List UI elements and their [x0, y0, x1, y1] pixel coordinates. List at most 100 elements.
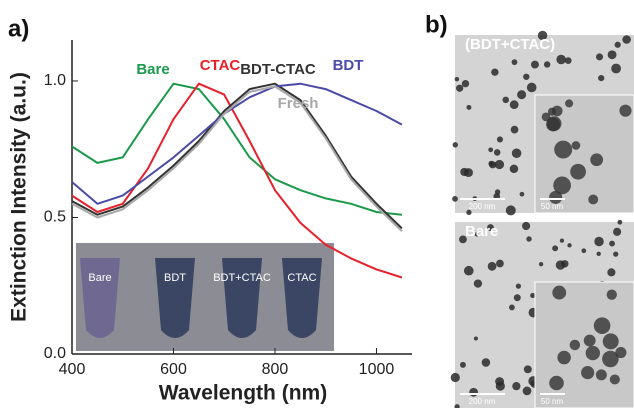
particle: [552, 286, 566, 300]
legend-label: Fresh: [278, 95, 319, 112]
particle: [560, 239, 564, 243]
particle: [530, 293, 535, 298]
legend-label: BDT-CTAC: [240, 61, 316, 78]
particle: [460, 362, 466, 368]
particle: [594, 237, 604, 247]
particle: [584, 335, 596, 347]
particle: [619, 105, 631, 117]
particle: [464, 266, 474, 276]
particle: [469, 388, 478, 397]
x-axis-label: Wavelength (nm): [159, 382, 327, 405]
particle: [474, 336, 478, 340]
particle: [615, 347, 626, 358]
particle: [622, 35, 631, 44]
vial: [155, 258, 195, 338]
particle: [615, 42, 621, 48]
particle: [494, 149, 501, 156]
particle: [482, 358, 491, 367]
particle: [451, 373, 460, 382]
legend-label: Bare: [136, 61, 169, 78]
particle: [510, 165, 519, 174]
particle: [581, 366, 594, 379]
vial-label: Bare: [88, 272, 111, 284]
tem-inset: [535, 282, 634, 408]
plot: BareBDTBDT+CTACCTAC40060080010000.00.51.…: [44, 40, 412, 378]
particle: [474, 279, 482, 287]
particle: [567, 243, 571, 247]
particle: [613, 228, 621, 236]
particle: [590, 153, 603, 166]
y-tick-label: 0.5: [44, 209, 66, 226]
particle: [539, 262, 543, 266]
scale-label: 50 nm: [541, 202, 564, 211]
particle: [556, 55, 566, 65]
particle: [466, 105, 471, 110]
tem-label: (BDT+CTAC): [465, 36, 555, 53]
particle: [496, 381, 505, 390]
particle: [588, 195, 598, 205]
vial-label: CTAC: [287, 272, 316, 284]
particle: [610, 374, 620, 384]
particle: [613, 252, 618, 257]
particle: [527, 83, 537, 93]
particle: [596, 252, 600, 256]
figure: a) b) Wavelength (nm) Extinction Intensi…: [0, 0, 634, 408]
particle: [510, 100, 519, 109]
particle: [464, 168, 473, 177]
scale-label: 200 nm: [469, 202, 496, 211]
particle: [516, 284, 521, 289]
particle: [512, 382, 520, 390]
tem-label: Bare: [465, 223, 498, 240]
particle: [596, 53, 603, 60]
tem-panel: (BDT+CTAC) 200 nm 50 nm Bare 200 nm 50 nm: [451, 31, 634, 408]
particle: [488, 161, 494, 167]
x-tick-label: 400: [59, 361, 86, 378]
particle: [517, 90, 526, 99]
particle: [586, 346, 600, 360]
particle: [603, 333, 619, 349]
particle: [561, 260, 568, 267]
particle: [524, 365, 532, 373]
particle: [523, 74, 529, 80]
particle: [565, 99, 573, 107]
particle: [552, 106, 563, 117]
particle: [570, 164, 586, 180]
particle: [565, 57, 572, 64]
particle: [456, 85, 463, 92]
particle: [552, 245, 558, 251]
x-tick-label: 800: [262, 361, 289, 378]
particle: [497, 136, 503, 142]
scale-label: 50 nm: [541, 397, 564, 406]
particle: [488, 147, 493, 152]
panel-label: a): [8, 15, 29, 42]
particle: [526, 236, 531, 241]
particle: [455, 77, 459, 81]
vial: [80, 258, 120, 338]
particle: [512, 59, 518, 65]
particle: [452, 196, 458, 202]
particle: [594, 317, 611, 334]
particle: [453, 142, 458, 147]
particle: [502, 97, 509, 104]
particle: [523, 387, 532, 396]
vial-label: BDT: [164, 272, 186, 284]
scale-label: 200 nm: [469, 397, 496, 406]
particle: [554, 141, 572, 159]
particle: [462, 80, 469, 87]
particle: [488, 262, 497, 271]
particle: [609, 241, 615, 247]
particle: [549, 376, 564, 391]
particle: [512, 148, 522, 158]
y-tick-label: 1.0: [44, 72, 66, 89]
particle: [596, 369, 607, 380]
particle: [581, 248, 586, 253]
y-axis-label: Extinction Intensity (a.u.): [8, 72, 31, 322]
particle: [491, 68, 498, 75]
particle: [611, 64, 621, 74]
x-tick-label: 600: [160, 361, 187, 378]
particle: [607, 268, 615, 276]
particle: [617, 220, 622, 225]
y-tick-label: 0.0: [44, 345, 66, 362]
particle: [598, 75, 604, 81]
particle: [496, 260, 504, 268]
